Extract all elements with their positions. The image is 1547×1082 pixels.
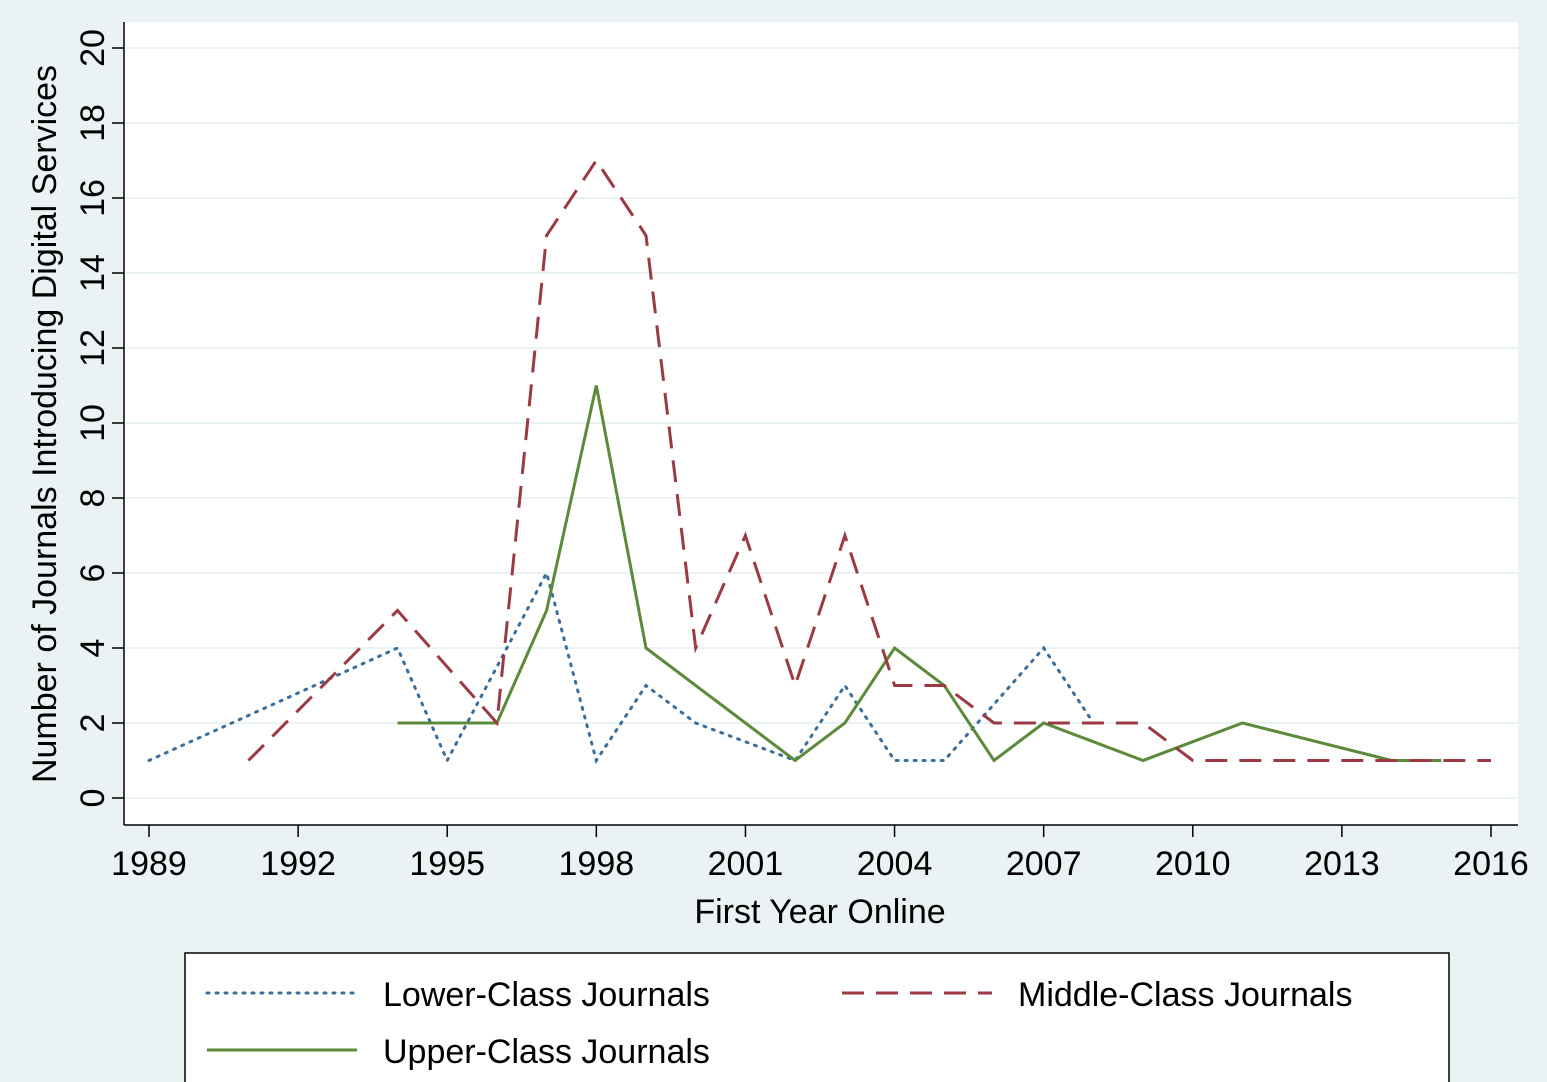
x-tick-label: 1992 (260, 845, 336, 883)
legend: Lower-Class Journals Middle-Class Journal… (184, 952, 1450, 1082)
x-tick-label: 2004 (857, 845, 933, 883)
x-tick-label: 2016 (1453, 845, 1529, 883)
y-tick-label: 8 (74, 489, 112, 508)
y-tick-label: 2 (74, 714, 112, 733)
y-axis-title: Number of Journals Introducing Digital S… (26, 65, 64, 783)
y-tick-label: 18 (74, 104, 112, 142)
y-tick-label: 14 (74, 254, 112, 292)
x-tick-label: 2013 (1304, 845, 1380, 883)
y-tick-label: 4 (74, 639, 112, 658)
legend-label: Lower-Class Journals (383, 976, 710, 1014)
x-tick-label: 2010 (1155, 845, 1231, 883)
x-tick-label: 2001 (708, 845, 784, 883)
y-tick-label: 16 (74, 179, 112, 217)
x-tick-label: 1995 (409, 845, 485, 883)
x-axis-title: First Year Online (694, 893, 945, 931)
y-tick-label: 0 (74, 789, 112, 808)
x-tick-label: 1998 (559, 845, 635, 883)
series-line-lower-class-journals (147, 568, 1095, 765)
series-line-middle-class-journals (247, 157, 1491, 762)
x-tick-label: 2007 (1006, 845, 1082, 883)
y-tick-label: 12 (74, 329, 112, 367)
legend-label: Upper-Class Journals (383, 1033, 710, 1071)
x-tick-label: 1989 (111, 845, 187, 883)
y-tick-label: 10 (74, 404, 112, 442)
series-line-upper-class-journals (397, 385, 1442, 763)
y-tick-label: 20 (74, 29, 112, 67)
legend-label: Middle-Class Journals (1018, 976, 1352, 1014)
y-tick-label: 6 (74, 564, 112, 583)
legend-box (184, 952, 1450, 1082)
series-lines (147, 157, 1491, 765)
axes: 0 2 4 6 8 10 12 14 16 18 20 1989 1992 1995 1998 2001 200… (74, 22, 1529, 883)
